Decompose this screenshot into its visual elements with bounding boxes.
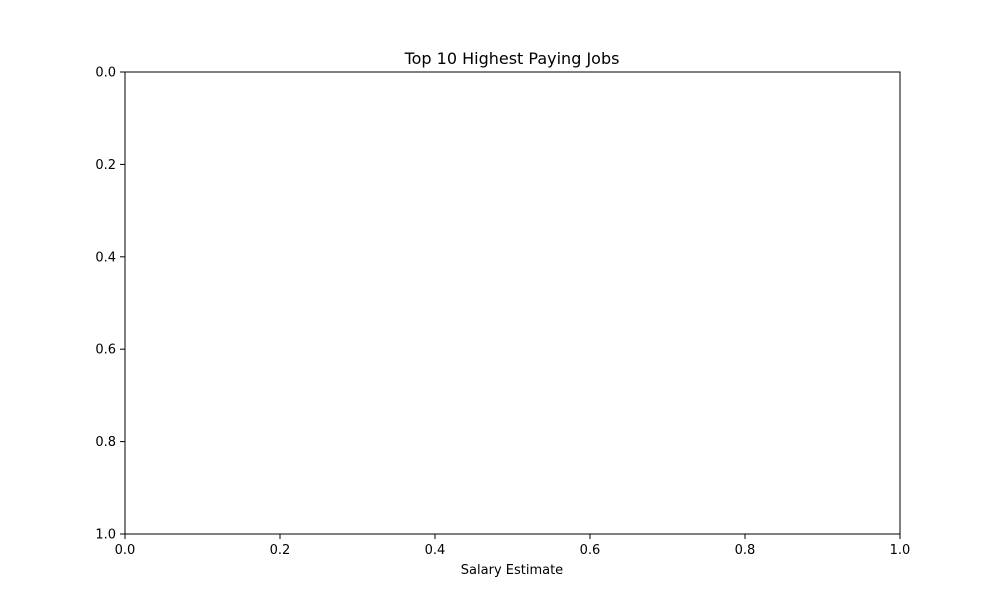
x-tick-label: 0.8 (735, 543, 756, 558)
y-tick-label: 0.0 (95, 66, 116, 81)
x-tick-label: 0.6 (580, 543, 601, 558)
x-tick-label: 1.0 (890, 543, 911, 558)
y-tick-label: 0.6 (95, 343, 116, 358)
y-tick-label: 0.2 (95, 158, 116, 173)
chart-title: Top 10 Highest Paying Jobs (404, 49, 620, 68)
x-axis-label: Salary Estimate (461, 563, 563, 578)
x-tick-label: 0.2 (270, 543, 291, 558)
plot-area (124, 71, 901, 535)
x-tick-label: 0.0 (115, 543, 136, 558)
x-tick-label: 0.4 (425, 543, 446, 558)
y-tick-label: 0.4 (95, 250, 116, 265)
y-tick-label: 1.0 (95, 528, 116, 543)
x-axis: 0.0 0.2 0.4 0.6 0.8 1.0 (115, 534, 911, 558)
y-axis: 0.0 0.2 0.4 0.6 0.8 1.0 (95, 66, 125, 543)
y-tick-label: 0.8 (95, 435, 116, 450)
